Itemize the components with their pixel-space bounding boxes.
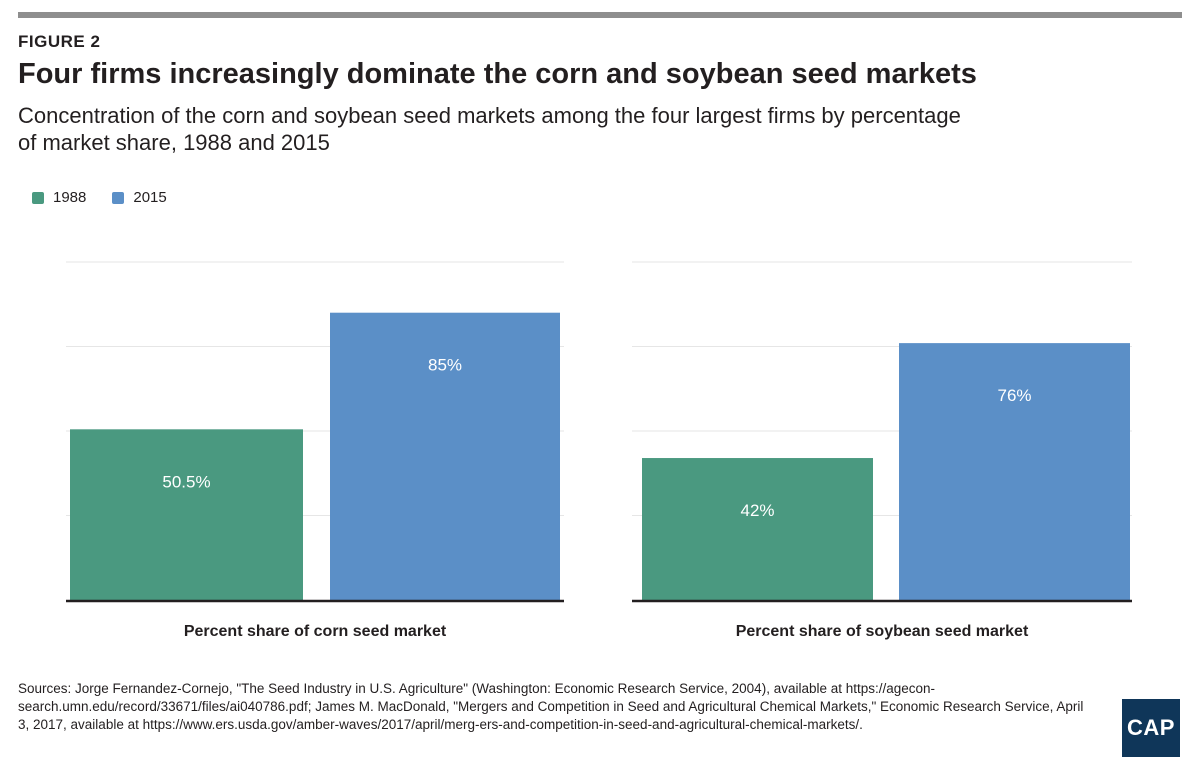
bar-2015-panel-1 [330,312,560,600]
chart-subtitle: Concentration of the corn and soybean se… [18,103,961,155]
x-axis-label: Percent share of corn seed market [184,623,447,640]
top-rule [18,12,1182,18]
legend-swatch-2015 [112,191,125,204]
legend-label-2015: 2015 [133,189,167,206]
bar-1988-panel-2 [642,458,873,600]
chart-title: Four firms increasingly dominate the cor… [18,58,977,90]
figure-label: FIGURE 2 [18,32,101,51]
bar-value-label: 42% [740,501,774,520]
cap-logo: CAP [1122,699,1180,757]
legend: 1988 2015 [32,189,193,206]
bar-value-label: 76% [997,386,1031,405]
x-axis-label: Percent share of soybean seed market [736,623,1029,640]
bar-2015-panel-2 [899,343,1130,600]
bar-value-label: 50.5% [162,472,210,491]
bar-1988-panel-1 [70,429,303,600]
bar-chart: 50.5% 85% Percent share of corn seed marke… [66,261,1132,640]
legend-item-2015: 2015 [112,189,167,206]
legend-label-1988: 1988 [53,189,87,206]
sources-note: Sources: Jorge Fernandez-Cornejo, "The S… [18,681,1084,732]
legend-swatch-1988 [32,191,44,204]
legend-item-1988: 1988 [32,189,86,206]
bar-value-label: 85% [428,356,462,375]
